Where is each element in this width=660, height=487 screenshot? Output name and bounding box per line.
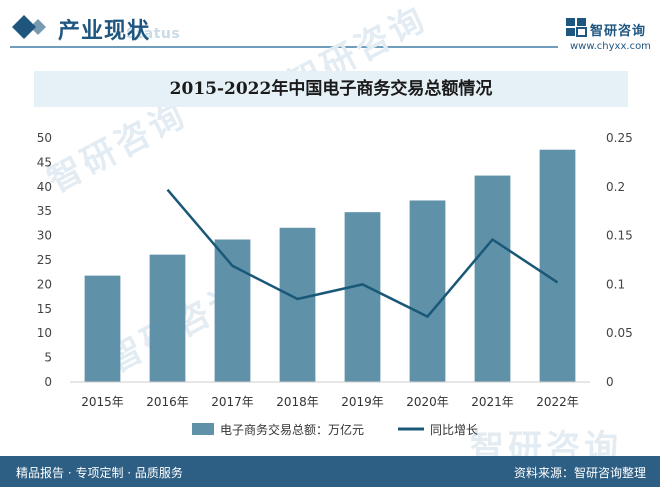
bar: [214, 239, 251, 382]
bar: [84, 275, 121, 382]
header-divider: [10, 46, 558, 48]
bar: [344, 212, 381, 382]
section-subtitle: Status: [126, 26, 181, 42]
header: Status 产业现状 智研咨询 www.chyxx.com: [0, 0, 660, 62]
y-left-tick-label: 50: [37, 131, 52, 145]
footer-source: 资料来源：智研咨询整理: [513, 466, 646, 480]
brand-url: www.chyxx.com: [570, 41, 651, 52]
x-tick-label: 2019年: [341, 395, 384, 409]
bar: [409, 200, 446, 382]
legend-label-bar: 电子商务交易总额：万亿元: [220, 422, 364, 437]
diamond-logo-icon: [12, 15, 46, 39]
x-tick-label: 2015年: [81, 395, 124, 409]
chart-area: 0 5 10 15 20 25 30 35 40 45 50 0 0.05 0.1 0.15 0.2 0.25 2…: [37, 131, 633, 437]
bar: [149, 254, 186, 382]
section-title: 产业现状: [58, 19, 151, 44]
footer: 精品报告 · 专项定制 · 品质服务 资料来源：智研咨询整理: [0, 456, 660, 487]
y-left-tick-label: 5: [44, 351, 52, 365]
y-right-tick-label: 0: [606, 375, 614, 389]
y-left-tick-label: 20: [37, 277, 52, 291]
y-left-tick-label: 35: [37, 204, 52, 218]
legend-swatch-bar: [192, 423, 214, 435]
y-left-tick-label: 30: [37, 229, 52, 243]
x-tick-label: 2016年: [146, 395, 189, 409]
legend-label-line: 同比增长: [430, 423, 478, 437]
x-tick-label: 2021年: [471, 395, 514, 409]
y-right-tick-label: 0.2: [606, 180, 625, 194]
brand-name: 智研咨询: [590, 24, 647, 39]
x-tick-label: 2018年: [276, 395, 319, 409]
x-tick-label: 2020年: [406, 395, 449, 409]
brand-logo-icon: [566, 18, 587, 37]
y-right-tick-label: 0.25: [606, 131, 633, 145]
x-tick-label: 2017年: [211, 395, 254, 409]
y-left-tick-label: 15: [37, 302, 52, 316]
bar: [279, 227, 316, 382]
y-right-tick-label: 0.1: [606, 277, 625, 291]
y-right-tick-label: 0.15: [606, 229, 633, 243]
bar: [539, 149, 576, 382]
y-left-tick-label: 45: [37, 155, 52, 169]
growth-line: [166, 188, 559, 318]
chart-title: 2015-2022年中国电子商务交易总额情况: [34, 71, 628, 107]
y-left-tick-label: 40: [37, 180, 52, 194]
bar: [474, 175, 511, 382]
y-left-tick-label: 10: [37, 326, 52, 340]
y-left-tick-label: 0: [44, 375, 52, 389]
x-tick-label: 2022年: [536, 395, 579, 409]
y-left-tick-label: 25: [37, 253, 52, 267]
y-right-tick-label: 0.05: [606, 326, 633, 340]
footer-tagline: 精品报告 · 专项定制 · 品质服务: [16, 466, 183, 480]
